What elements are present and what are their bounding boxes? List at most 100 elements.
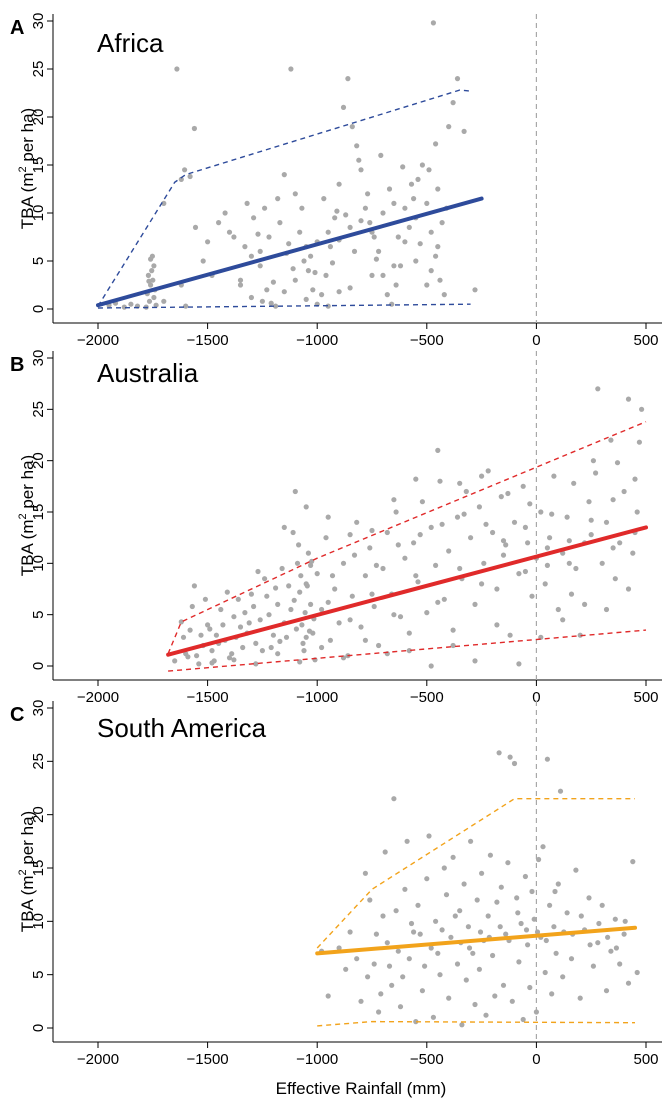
- x-tick-label: 500: [633, 332, 658, 349]
- data-point: [634, 509, 640, 515]
- data-point: [277, 638, 283, 645]
- data-point: [231, 614, 237, 620]
- data-point: [424, 876, 430, 882]
- data-point: [625, 586, 632, 592]
- data-point: [358, 624, 364, 630]
- data-point: [202, 596, 208, 602]
- data-point: [325, 599, 331, 605]
- data-point: [497, 924, 503, 930]
- data-point: [251, 215, 257, 221]
- data-point: [393, 908, 399, 914]
- data-point: [259, 648, 265, 654]
- data-point: [384, 940, 390, 946]
- panel-title: Africa: [97, 28, 164, 58]
- data-point: [182, 167, 188, 173]
- data-point: [593, 470, 599, 476]
- data-point: [264, 593, 270, 599]
- data-point: [281, 289, 287, 295]
- data-point: [386, 963, 393, 969]
- data-point: [573, 867, 579, 873]
- data-point: [395, 948, 401, 954]
- data-point: [189, 603, 195, 610]
- data-point: [595, 386, 601, 392]
- data-point: [268, 644, 274, 651]
- fit-line: [96, 196, 484, 308]
- data-point: [452, 913, 458, 919]
- data-point: [257, 263, 263, 269]
- data-point: [358, 167, 364, 173]
- data-point: [391, 263, 397, 269]
- data-point: [380, 565, 386, 572]
- data-point: [479, 473, 485, 479]
- data-point: [516, 571, 522, 577]
- data-point: [492, 993, 498, 999]
- data-point: [146, 298, 153, 304]
- data-point: [257, 248, 263, 254]
- data-point: [262, 576, 268, 582]
- y-axis-title: TBA (m2 per ha): [17, 108, 37, 229]
- data-point: [329, 260, 336, 266]
- data-point: [543, 937, 549, 944]
- data-point: [293, 626, 299, 632]
- data-point: [487, 852, 493, 858]
- data-point: [608, 948, 614, 954]
- data-point: [454, 961, 461, 967]
- data-point: [590, 963, 597, 969]
- data-point: [610, 497, 616, 503]
- data-point: [298, 573, 304, 579]
- data-point: [419, 499, 425, 505]
- data-point: [323, 535, 329, 541]
- data-point: [314, 571, 320, 577]
- x-tick-label: 0: [532, 332, 540, 349]
- data-point: [207, 626, 213, 632]
- data-point: [402, 239, 408, 245]
- data-point: [288, 66, 294, 72]
- data-point: [408, 920, 415, 927]
- data-point: [237, 282, 244, 288]
- data-point: [568, 591, 575, 597]
- data-point: [303, 634, 309, 640]
- data-point: [419, 988, 425, 994]
- x-tick-label: −2000: [77, 332, 119, 349]
- data-point: [248, 294, 254, 301]
- data-point: [551, 924, 557, 930]
- data-point: [362, 573, 368, 579]
- data-point: [253, 661, 259, 667]
- data-point: [200, 258, 206, 264]
- data-point: [536, 856, 542, 863]
- data-point: [603, 519, 610, 525]
- data-point: [599, 902, 605, 908]
- data-point: [586, 499, 592, 505]
- data-point: [319, 606, 325, 613]
- data-point: [299, 622, 305, 628]
- data-point: [281, 524, 287, 531]
- data-point: [544, 756, 551, 762]
- data-point: [128, 301, 134, 307]
- data-point: [351, 552, 358, 558]
- data-point: [514, 895, 520, 901]
- data-point: [476, 966, 482, 972]
- data-point: [531, 916, 537, 922]
- data-point: [496, 750, 502, 756]
- data-point: [402, 555, 408, 561]
- data-point: [343, 966, 349, 972]
- data-point: [511, 760, 518, 767]
- data-point: [470, 950, 476, 956]
- data-point: [172, 658, 178, 664]
- data-point: [302, 610, 308, 616]
- data-point: [500, 552, 507, 558]
- x-tick-label: −500: [410, 689, 444, 706]
- data-point: [367, 897, 373, 903]
- x-tick-label: −1000: [296, 1051, 338, 1068]
- data-point: [262, 205, 268, 211]
- data-point: [498, 494, 504, 500]
- data-point: [540, 844, 546, 850]
- y-tick-label: 20: [30, 806, 47, 823]
- y-tick-label: 5: [30, 610, 47, 618]
- y-tick-label: 10: [30, 555, 47, 572]
- data-point: [292, 488, 298, 495]
- y-tick-label: 5: [30, 257, 47, 265]
- data-point: [568, 956, 575, 962]
- data-point: [187, 627, 193, 633]
- data-point: [336, 181, 342, 187]
